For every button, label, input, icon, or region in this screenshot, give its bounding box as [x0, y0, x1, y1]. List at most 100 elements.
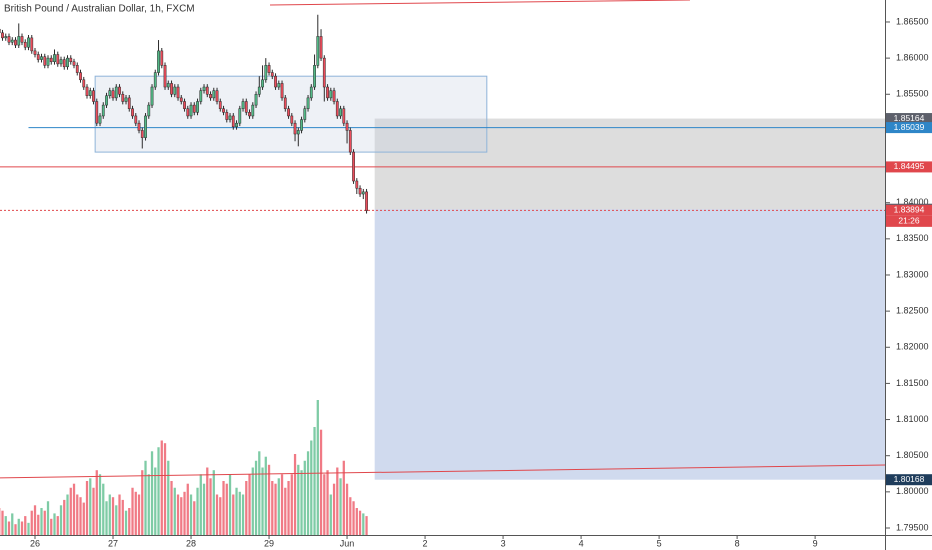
volume-bar: [251, 467, 254, 535]
volume-bar: [160, 440, 163, 535]
price-label-box: [886, 113, 932, 125]
volume-bar: [280, 474, 284, 535]
candle-body: [228, 115, 232, 120]
volume-bar: [228, 474, 232, 535]
candle-body: [248, 112, 251, 117]
candle-body: [332, 90, 336, 102]
candle-body: [105, 95, 108, 106]
volume-bar: [111, 497, 115, 535]
volume-bar: [95, 470, 98, 535]
candle-body: [287, 108, 290, 117]
y-tick-label: 1.85500: [896, 89, 929, 99]
volume-bar: [82, 502, 85, 535]
countdown-box: [886, 215, 932, 227]
volume-bar: [98, 474, 102, 535]
volume-bar: [345, 483, 349, 535]
y-tick-label: 1.84000: [896, 197, 929, 207]
volume-bar: [33, 505, 37, 535]
volume-bar: [79, 497, 82, 535]
candle-body: [348, 130, 352, 153]
countdown-label: 21:26: [898, 216, 920, 226]
volume-bar: [124, 510, 128, 535]
chart-title: British Pound / Australian Dollar, 1h, F…: [4, 4, 195, 15]
candle-body: [352, 151, 355, 182]
volume-bar: [339, 478, 342, 535]
y-tick-label: 1.83500: [896, 233, 929, 243]
candle-body: [62, 59, 66, 68]
volume-bar: [92, 487, 95, 535]
volume-bar: [329, 494, 332, 535]
candle-body: [137, 122, 141, 131]
volume-bar: [189, 494, 193, 535]
candle-body: [241, 101, 245, 109]
volume-bar: [63, 499, 66, 535]
volume-bar: [358, 510, 362, 535]
y-tick-label: 1.82500: [896, 306, 929, 316]
volume-bar: [274, 483, 277, 535]
candle-body: [166, 83, 170, 88]
candle-body: [111, 90, 115, 99]
candle-body: [30, 37, 34, 52]
candle-body: [309, 86, 313, 99]
volume-bar: [193, 501, 196, 535]
volume-bar: [290, 474, 293, 535]
candle-body: [108, 90, 112, 96]
candle-body: [75, 65, 79, 73]
volume-bar: [40, 508, 43, 535]
volume-bar: [102, 483, 105, 535]
volume-bar: [355, 508, 358, 535]
volume-bar: [206, 467, 209, 535]
volume-bar: [144, 460, 147, 535]
candle-body: [179, 97, 183, 102]
volume-bar: [271, 481, 274, 535]
trendline: [270, 0, 690, 6]
volume-bar: [362, 513, 365, 535]
candle-body: [121, 94, 125, 102]
candle-body: [345, 122, 349, 131]
volume-bar: [173, 487, 176, 535]
volume-bar: [222, 481, 225, 535]
candle-body: [95, 101, 99, 124]
candle-body: [43, 56, 47, 66]
volume-bar: [248, 474, 251, 535]
y-tick-label: 1.86000: [896, 52, 929, 62]
x-tick-label: 4: [579, 538, 584, 548]
volume-bar: [310, 440, 313, 535]
volume-bar: [232, 494, 235, 535]
x-tick-label: 27: [108, 538, 118, 548]
volume-bar: [241, 494, 245, 535]
candle-body: [222, 108, 225, 113]
candle-body: [293, 122, 297, 135]
price-label: 1.85164: [894, 113, 925, 123]
candle-body: [296, 130, 300, 135]
volume-bar: [261, 467, 264, 535]
volume-bar: [30, 510, 33, 535]
volume-bar: [245, 481, 248, 535]
candle-body: [218, 101, 222, 109]
volume-bar: [1, 510, 4, 535]
candle-body: [33, 50, 37, 55]
volume-bar: [43, 510, 46, 535]
candle-body: [244, 101, 248, 113]
candle-body: [98, 115, 102, 124]
volume-bar: [180, 497, 183, 535]
candle-body: [209, 94, 212, 99]
volume-bar: [349, 497, 352, 535]
candle-body: [192, 104, 196, 113]
candle-body: [355, 180, 359, 189]
candle-body: [270, 72, 274, 77]
volume-bar: [72, 483, 76, 535]
volume-bar: [147, 474, 150, 535]
x-tick-label: 8: [735, 538, 740, 548]
candle-body: [277, 83, 281, 88]
volume-bar: [46, 501, 50, 535]
volume-bar: [105, 501, 108, 535]
volume-bar: [202, 483, 206, 535]
volume-bar: [108, 494, 111, 535]
price-label-box: [886, 204, 932, 216]
volume-bar: [215, 494, 219, 535]
volume-bar: [199, 474, 202, 535]
volume-bar: [134, 491, 137, 535]
volume-bar: [319, 429, 323, 535]
candle-body: [101, 104, 105, 117]
